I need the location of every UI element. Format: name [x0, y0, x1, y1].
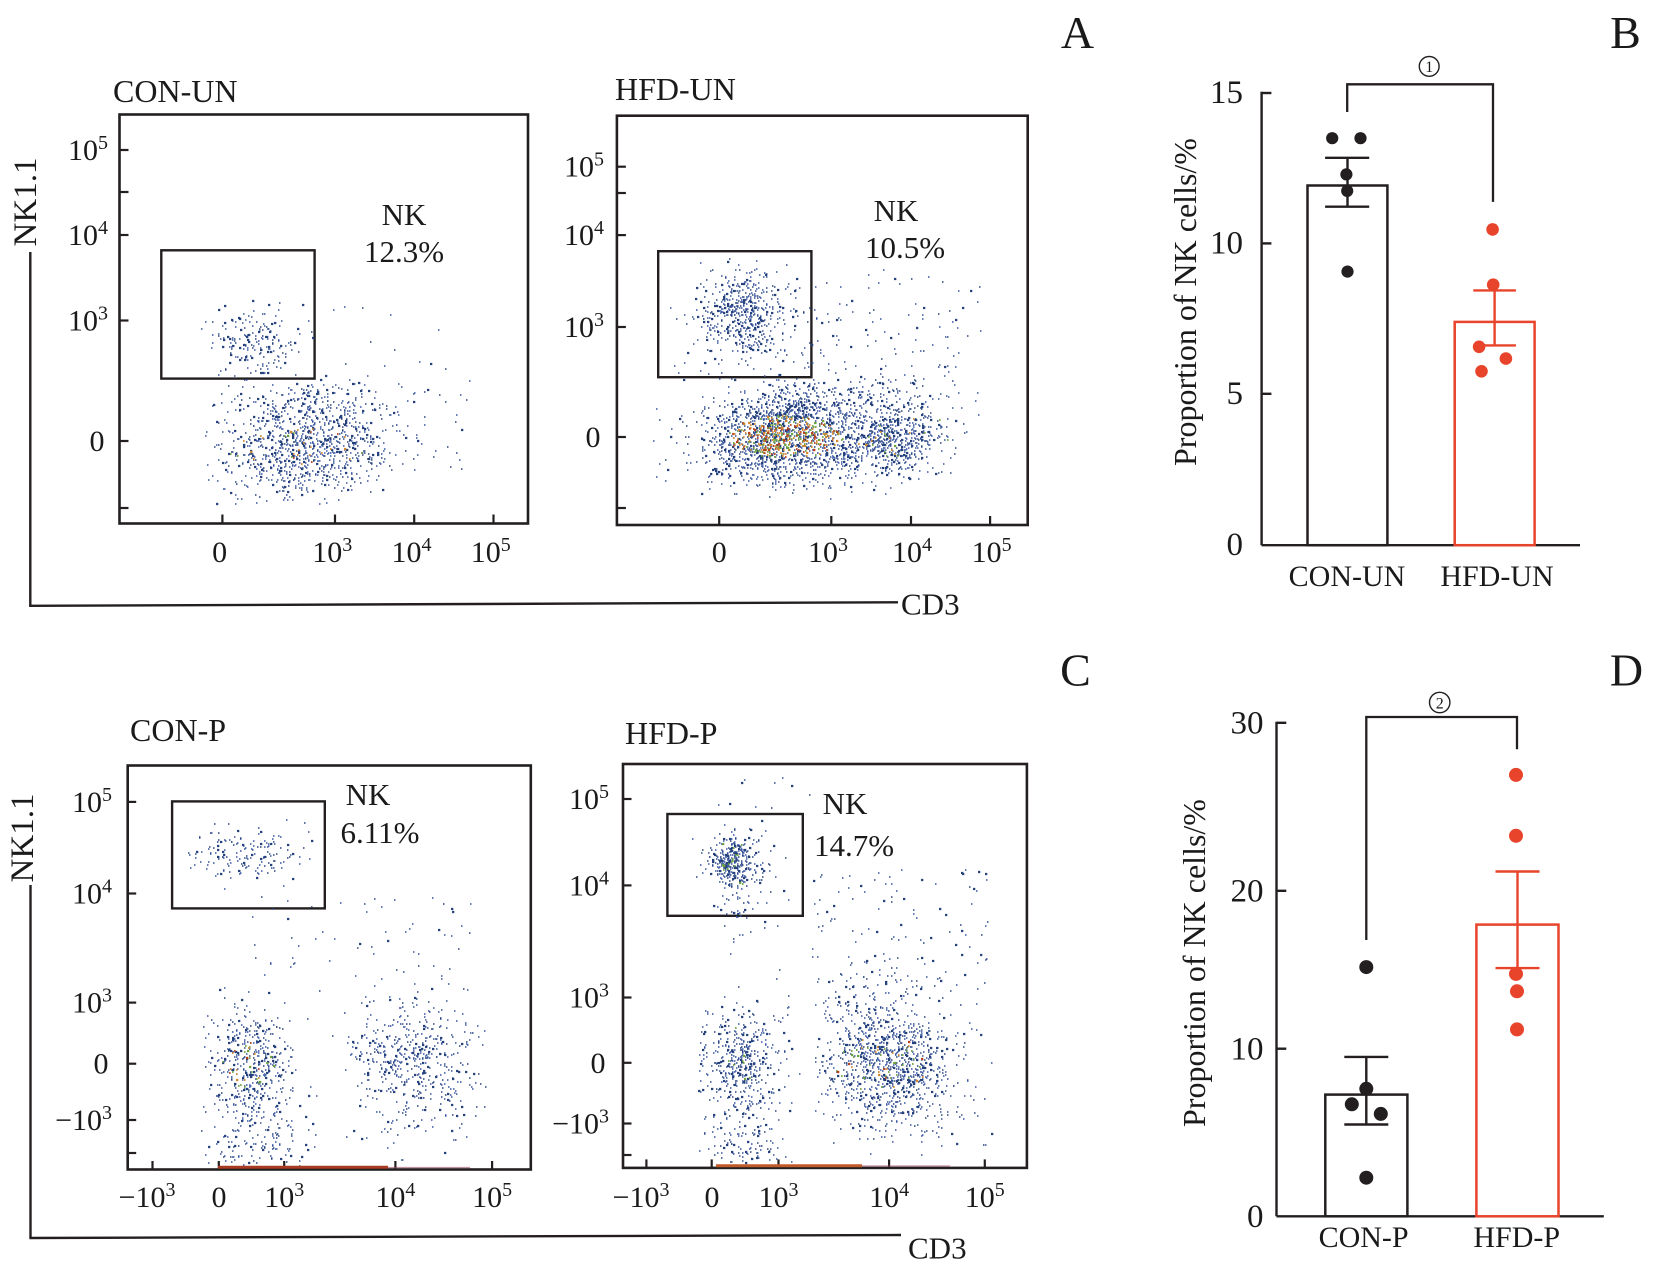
svg-text:5: 5: [1227, 376, 1244, 412]
svg-text:HFD-P: HFD-P: [1473, 1221, 1560, 1254]
svg-text:0: 0: [712, 536, 727, 569]
svg-text:HFD-UN: HFD-UN: [615, 71, 736, 107]
svg-text:0: 0: [212, 536, 227, 569]
svg-text:0: 0: [212, 1181, 227, 1214]
svg-text:NK1.1: NK1.1: [8, 158, 44, 247]
svg-text:10: 10: [1231, 1031, 1264, 1067]
svg-text:CON-UN: CON-UN: [1289, 560, 1406, 593]
svg-text:B: B: [1610, 7, 1641, 58]
svg-text:0: 0: [586, 421, 601, 454]
svg-text:10.5%: 10.5%: [865, 230, 945, 265]
svg-text:CD3: CD3: [901, 587, 960, 622]
svg-text:0: 0: [705, 1181, 720, 1214]
svg-text:105: 105: [72, 784, 112, 819]
svg-text:A: A: [1061, 7, 1094, 58]
svg-text:HFD-P: HFD-P: [625, 715, 717, 751]
svg-text:D: D: [1610, 645, 1643, 696]
svg-text:0: 0: [1227, 527, 1244, 563]
svg-text:HFD-UN: HFD-UN: [1440, 560, 1553, 593]
svg-text:104: 104: [892, 534, 932, 569]
svg-text:105: 105: [564, 149, 604, 184]
svg-text:1: 1: [1425, 59, 1433, 76]
svg-text:0: 0: [591, 1047, 606, 1080]
svg-text:14.7%: 14.7%: [814, 828, 894, 863]
svg-text:CD3: CD3: [908, 1231, 967, 1266]
svg-text:103: 103: [759, 1179, 799, 1214]
svg-text:NK: NK: [823, 786, 868, 821]
svg-text:NK: NK: [382, 197, 427, 232]
svg-text:0: 0: [1247, 1199, 1264, 1235]
svg-text:104: 104: [72, 876, 112, 911]
svg-text:105: 105: [472, 1179, 512, 1214]
svg-text:NK1.1: NK1.1: [5, 794, 41, 883]
svg-text:C: C: [1060, 645, 1091, 696]
svg-text:15: 15: [1210, 75, 1243, 111]
svg-text:Proportion of NK cells/%: Proportion of NK cells/%: [1176, 799, 1212, 1127]
svg-text:0: 0: [90, 425, 105, 458]
svg-text:30: 30: [1231, 706, 1264, 742]
svg-text:Proportion of NK cells/%: Proportion of NK cells/%: [1167, 138, 1203, 466]
svg-text:NK: NK: [346, 777, 391, 812]
svg-text:12.3%: 12.3%: [364, 234, 444, 269]
svg-text:10: 10: [1210, 225, 1243, 261]
svg-text:0: 0: [94, 1048, 109, 1081]
svg-text:NK: NK: [874, 193, 919, 228]
svg-text:CON-UN: CON-UN: [113, 73, 237, 109]
svg-text:6.11%: 6.11%: [341, 815, 420, 850]
svg-text:CON-P: CON-P: [1319, 1221, 1409, 1254]
svg-text:CON-P: CON-P: [130, 712, 226, 748]
svg-text:2: 2: [1436, 695, 1444, 712]
svg-text:20: 20: [1231, 874, 1264, 910]
